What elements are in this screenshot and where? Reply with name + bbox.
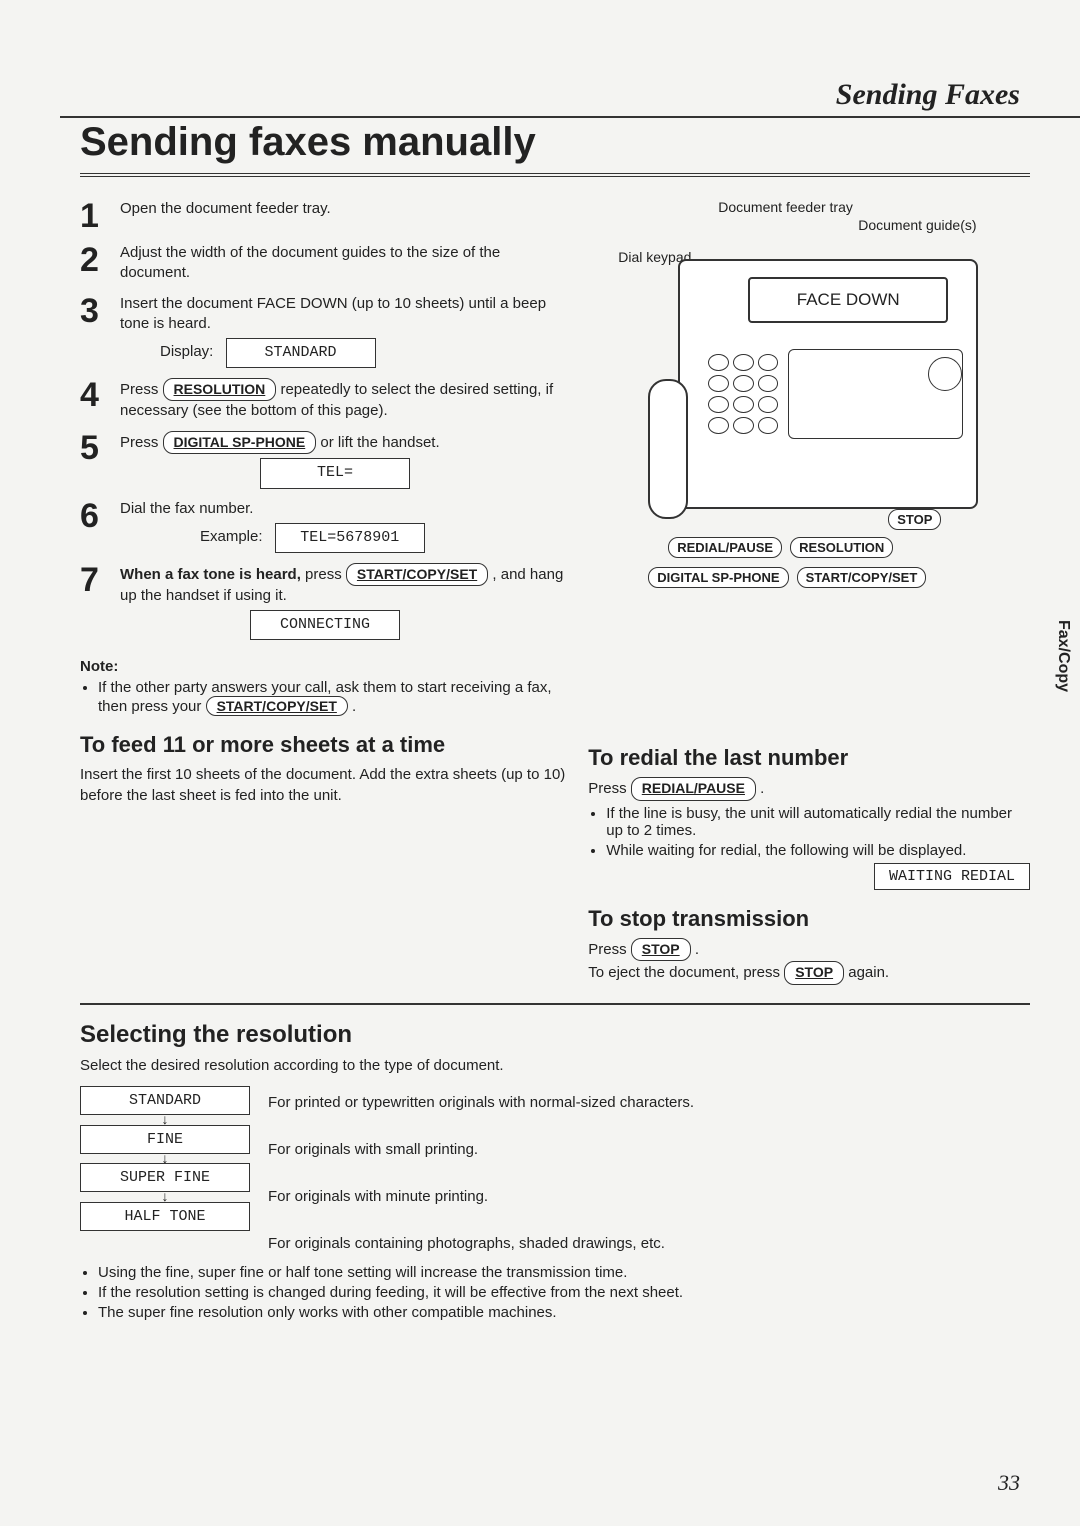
step-3: 3 Insert the document FACE DOWN (up to 1… xyxy=(80,294,568,369)
note-heading: Note: xyxy=(80,658,568,675)
step-7: 7 When a fax tone is heard, press START/… xyxy=(80,563,568,640)
down-arrow-icon: ↓ xyxy=(80,1115,250,1125)
step-number: 7 xyxy=(80,563,108,640)
step-5: 5 Press DIGITAL SP-PHONE or lift the han… xyxy=(80,431,568,488)
lcd-display: STANDARD xyxy=(226,338,376,368)
res-desc: For originals with minute printing. xyxy=(268,1184,1030,1205)
step-text-mid: press xyxy=(305,566,346,583)
step-text-post: or lift the handset. xyxy=(320,434,439,451)
speaker-icon xyxy=(928,357,962,391)
res-note: The super fine resolution only works wit… xyxy=(98,1304,1030,1321)
section-rule xyxy=(80,1003,1030,1005)
res-desc: For originals containing photographs, sh… xyxy=(268,1231,1030,1252)
feed-heading: To feed 11 or more sheets at a time xyxy=(80,732,568,758)
redial-button[interactable]: REDIAL/PAUSE xyxy=(668,537,782,558)
res-mode: HALF TONE xyxy=(80,1202,250,1231)
resolution-heading: Selecting the resolution xyxy=(80,1021,1030,1049)
step-2: 2 Adjust the width of the document guide… xyxy=(80,243,568,284)
note-text-post: . xyxy=(352,698,356,715)
resolution-notes: Using the fine, super fine or half tone … xyxy=(80,1264,1030,1321)
step-text: Adjust the width of the document guides … xyxy=(120,243,568,284)
step-number: 4 xyxy=(80,378,108,421)
section-heading: Sending Faxes xyxy=(836,78,1020,112)
top-rule xyxy=(60,116,1080,118)
step-text-pre: Press xyxy=(120,434,163,451)
start-button[interactable]: START/COPY/SET xyxy=(346,563,488,586)
stop-heading: To stop transmission xyxy=(588,906,1030,932)
display-label: Display: xyxy=(160,342,213,362)
lcd-display: CONNECTING xyxy=(250,610,400,640)
down-arrow-icon: ↓ xyxy=(80,1192,250,1202)
redial-press-post: . xyxy=(760,780,764,797)
stop-button[interactable]: STOP xyxy=(631,938,691,962)
start-button[interactable]: START/COPY/SET xyxy=(797,567,927,588)
step-text: Dial the fax number. xyxy=(120,500,253,517)
redial-press-pre: Press xyxy=(588,780,631,797)
right-column: Document feeder tray Document guide(s) D… xyxy=(588,189,1030,985)
down-arrow-icon: ↓ xyxy=(80,1154,250,1164)
stop-l1-post: . xyxy=(695,941,699,958)
redial-button[interactable]: REDIAL/PAUSE xyxy=(631,777,756,801)
keypad-icon xyxy=(708,354,778,434)
res-desc: For originals with small printing. xyxy=(268,1137,1030,1158)
resolution-button[interactable]: RESOLUTION xyxy=(163,378,277,401)
fax-diagram: Document feeder tray Document guide(s) D… xyxy=(588,199,1008,599)
step-4: 4 Press RESOLUTION repeatedly to select … xyxy=(80,378,568,421)
resolution-intro: Select the desired resolution according … xyxy=(80,1055,1030,1076)
handset-icon xyxy=(648,379,688,519)
resolution-flow: STANDARD ↓ FINE ↓ SUPER FINE ↓ HALF TONE xyxy=(80,1086,250,1252)
face-down-label: FACE DOWN xyxy=(748,277,948,323)
sp-phone-button[interactable]: DIGITAL SP-PHONE xyxy=(648,567,788,588)
lcd-display: TEL= xyxy=(260,458,410,488)
left-column: 1 Open the document feeder tray. 2 Adjus… xyxy=(80,189,568,985)
res-note: If the resolution setting is changed dur… xyxy=(98,1284,1030,1301)
page-title: Sending faxes manually xyxy=(80,120,1030,165)
stop-button[interactable]: STOP xyxy=(784,961,844,985)
step-6: 6 Dial the fax number. Example: TEL=5678… xyxy=(80,499,568,554)
redial-bullet-1: If the line is busy, the unit will autom… xyxy=(606,805,1030,839)
lcd-display: WAITING REDIAL xyxy=(874,863,1030,890)
label-doc-guides: Document guide(s) xyxy=(858,217,976,233)
step-bold: When a fax tone is heard, xyxy=(120,566,301,583)
step-text: Open the document feeder tray. xyxy=(120,199,568,233)
step-number: 1 xyxy=(80,199,108,233)
feed-text: Insert the first 10 sheets of the docume… xyxy=(80,764,568,806)
res-note: Using the fine, super fine or half tone … xyxy=(98,1264,1030,1281)
step-text: Insert the document FACE DOWN (up to 10 … xyxy=(120,295,546,332)
label-doc-feeder: Document feeder tray xyxy=(718,199,853,215)
sp-phone-button[interactable]: DIGITAL SP-PHONE xyxy=(163,431,317,454)
redial-heading: To redial the last number xyxy=(588,745,1030,771)
res-desc: For printed or typewritten originals wit… xyxy=(268,1090,1030,1111)
step-1: 1 Open the document feeder tray. xyxy=(80,199,568,233)
stop-button[interactable]: STOP xyxy=(888,509,941,530)
side-tab: Fax/Copy xyxy=(1054,620,1072,692)
stop-l1-pre: Press xyxy=(588,941,631,958)
note-list: If the other party answers your call, as… xyxy=(80,679,568,716)
step-number: 2 xyxy=(80,243,108,284)
title-rule xyxy=(80,173,1030,179)
lcd-display: TEL=5678901 xyxy=(275,523,425,553)
redial-bullet-2: While waiting for redial, the following … xyxy=(606,842,966,859)
step-text-pre: Press xyxy=(120,381,163,398)
display-label: Example: xyxy=(200,527,263,547)
step-number: 6 xyxy=(80,499,108,554)
page-number: 33 xyxy=(998,1470,1020,1496)
step-number: 5 xyxy=(80,431,108,488)
resolution-button[interactable]: RESOLUTION xyxy=(790,537,893,558)
stop-l2-post: again. xyxy=(848,964,889,981)
stop-l2-pre: To eject the document, press xyxy=(588,964,784,981)
start-button[interactable]: START/COPY/SET xyxy=(206,696,348,716)
step-number: 3 xyxy=(80,294,108,369)
